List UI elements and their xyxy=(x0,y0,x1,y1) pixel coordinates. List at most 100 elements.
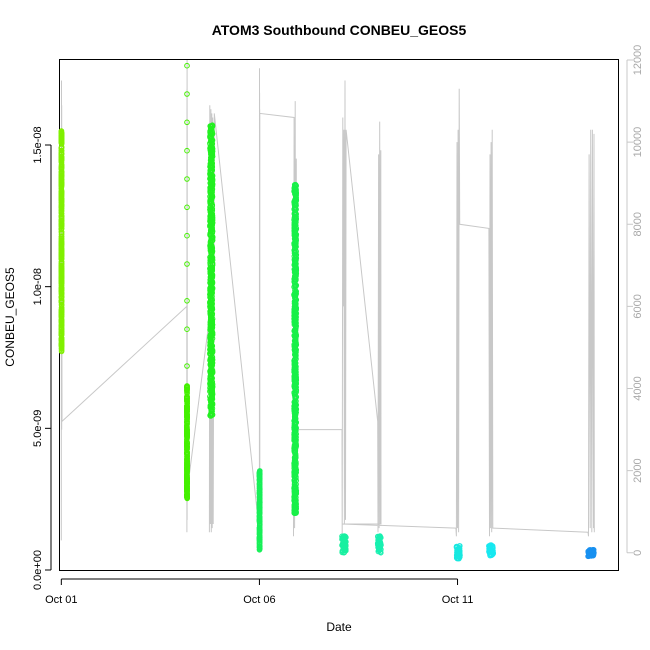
data-point xyxy=(209,349,216,355)
data-point xyxy=(292,257,299,264)
data-point xyxy=(58,151,65,158)
y-tick-label: 0.0e+00 xyxy=(32,550,44,590)
data-point xyxy=(256,507,263,513)
data-point xyxy=(209,247,215,254)
data-point xyxy=(456,547,463,554)
data-point xyxy=(58,189,65,195)
data-point xyxy=(257,486,263,492)
data-point xyxy=(58,339,65,346)
data-point xyxy=(184,91,190,97)
y2-tick-label: 4000 xyxy=(632,376,644,400)
x-tick-label: Oct 01 xyxy=(45,594,77,606)
x-tick-label: Oct 06 xyxy=(243,594,275,606)
data-point xyxy=(292,327,298,334)
data-point xyxy=(184,478,190,485)
data-point xyxy=(256,539,263,545)
x-tick-label: Oct 11 xyxy=(442,594,474,606)
data-point xyxy=(58,208,65,214)
data-point xyxy=(184,261,190,267)
data-point xyxy=(184,446,190,452)
data-point xyxy=(341,543,348,550)
data-point xyxy=(590,552,597,558)
data-point xyxy=(184,491,190,498)
data-point xyxy=(58,262,65,269)
data-point xyxy=(58,309,65,315)
data-point xyxy=(293,261,299,267)
plot-frame xyxy=(59,59,619,571)
data-point xyxy=(208,124,215,130)
data-point xyxy=(58,159,65,165)
data-point xyxy=(208,164,215,170)
data-point xyxy=(184,449,190,456)
altitude-line xyxy=(60,59,595,541)
data-point xyxy=(184,363,190,369)
data-point xyxy=(208,375,215,382)
data-point xyxy=(292,363,298,370)
data-point xyxy=(58,239,65,245)
data-point xyxy=(58,255,65,262)
data-point xyxy=(292,269,299,276)
data-point xyxy=(341,546,347,553)
data-point xyxy=(487,542,493,549)
data-point xyxy=(184,429,190,436)
data-point xyxy=(256,510,263,516)
data-point xyxy=(291,356,298,363)
data-point xyxy=(292,198,299,205)
data-point xyxy=(341,535,347,541)
data-point xyxy=(291,390,298,396)
data-point xyxy=(207,382,214,389)
data-point xyxy=(292,484,299,491)
data-point xyxy=(375,533,381,540)
data-point xyxy=(184,431,190,438)
data-point xyxy=(256,477,263,484)
data-point xyxy=(58,348,65,355)
data-point xyxy=(256,544,263,551)
y-tick-label: 1.5e-08 xyxy=(32,126,44,163)
data-point xyxy=(58,318,65,324)
data-point xyxy=(293,491,299,497)
data-point xyxy=(291,338,298,344)
data-point xyxy=(292,233,298,239)
y2-tick-label: 2000 xyxy=(632,458,644,482)
data-point xyxy=(208,298,215,305)
data-point xyxy=(208,154,215,161)
data-point xyxy=(293,494,299,501)
data-point xyxy=(184,395,190,402)
data-point xyxy=(184,232,190,239)
data-point xyxy=(292,474,299,481)
data-point xyxy=(209,400,216,407)
data-point xyxy=(208,408,215,415)
data-point xyxy=(209,143,215,150)
data-point xyxy=(209,237,215,244)
data-point xyxy=(209,137,216,143)
data-point xyxy=(292,202,299,209)
data-point xyxy=(293,270,300,277)
data-point xyxy=(184,468,190,474)
data-point xyxy=(209,271,215,278)
data-point xyxy=(209,312,215,319)
chart-title: ATOM3 Southbound CONBEU_GEOS5 xyxy=(212,22,467,38)
data-point xyxy=(58,157,65,163)
data-point xyxy=(58,175,65,182)
data-point xyxy=(292,196,298,203)
data-point xyxy=(292,410,298,416)
data-point xyxy=(490,550,497,557)
data-point xyxy=(58,200,65,206)
altitude-series xyxy=(60,59,595,541)
data-point xyxy=(209,157,215,164)
data-point xyxy=(208,330,214,336)
data-point xyxy=(184,62,190,69)
data-point xyxy=(207,169,214,176)
data-point xyxy=(291,346,298,353)
data-point xyxy=(291,508,298,514)
data-point xyxy=(341,541,348,547)
data-point xyxy=(293,381,299,388)
data-point xyxy=(293,467,300,473)
data-point xyxy=(58,242,65,248)
data-point xyxy=(291,292,298,298)
data-point xyxy=(209,411,216,418)
data-point xyxy=(207,395,214,402)
data-point xyxy=(292,374,298,380)
